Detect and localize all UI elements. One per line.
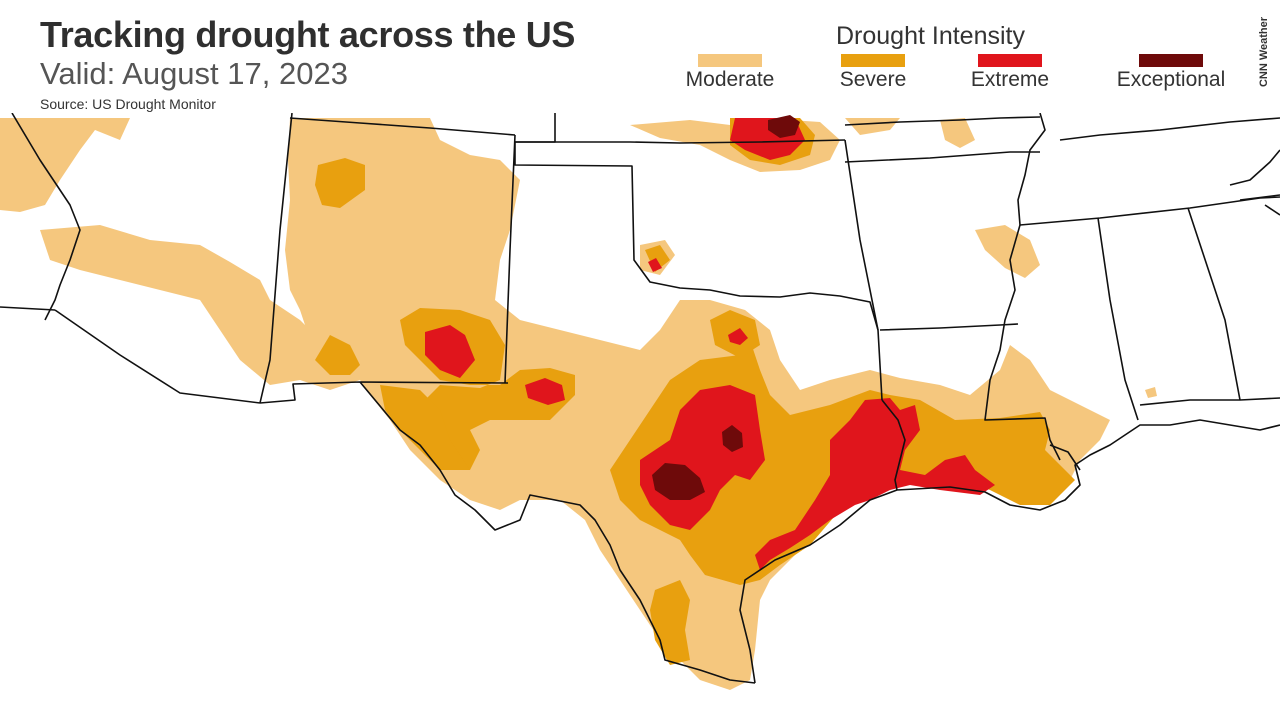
legend-title: Drought Intensity	[836, 22, 1025, 50]
legend-label-severe: Severe	[839, 68, 907, 91]
page-title: Tracking drought across the US	[40, 14, 576, 55]
valid-date: Valid: August 17, 2023	[40, 56, 348, 91]
state-borders	[0, 113, 1280, 684]
legend-label-extreme: Extreme	[970, 68, 1050, 91]
legend-item-severe: Severe	[798, 54, 948, 92]
legend-item-extreme: Extreme	[935, 54, 1085, 92]
legend-swatch-severe	[841, 54, 905, 67]
legend-swatch-exceptional	[1139, 54, 1203, 67]
cnn-weather-credit: CNN Weather	[1258, 16, 1270, 88]
legend-swatch-moderate	[698, 54, 762, 67]
legend-label-exceptional: Exceptional	[1116, 68, 1226, 91]
moderate-drought-regions	[0, 118, 1157, 690]
exceptional-drought-regions	[652, 115, 800, 500]
legend-item-exceptional: Exceptional	[1096, 54, 1246, 92]
legend-label-moderate: Moderate	[685, 68, 775, 91]
legend-swatch-extreme	[978, 54, 1042, 67]
legend-item-moderate: Moderate	[655, 54, 805, 92]
source-note: Source: US Drought Monitor	[40, 96, 216, 112]
